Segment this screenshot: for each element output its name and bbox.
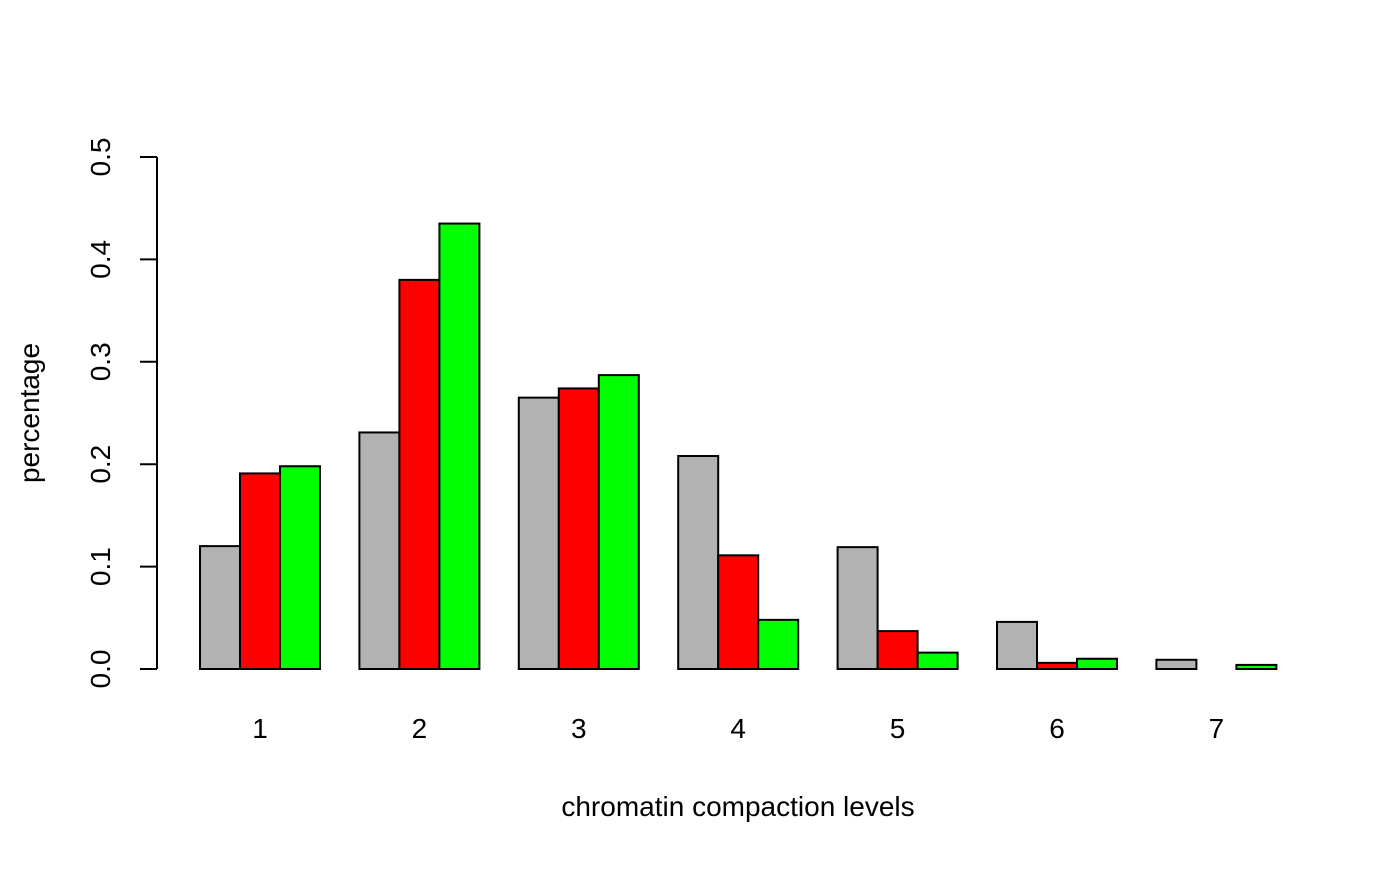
y-tick-label: 0.1 <box>85 547 116 586</box>
x-category-label: 7 <box>1209 713 1225 744</box>
y-axis: 0.0 0.1 0.2 0.3 0.4 0.5 <box>85 138 158 689</box>
x-category-label: 6 <box>1049 713 1065 744</box>
bar-6-3 <box>1076 657 1118 671</box>
bar-3-3 <box>597 374 640 670</box>
y-tick-label: 0.4 <box>85 240 116 279</box>
bar-4-2 <box>717 554 760 670</box>
bar-3-2 <box>557 387 600 670</box>
x-category-label: 2 <box>412 713 428 744</box>
x-category-label: 5 <box>890 713 906 744</box>
bar-4-1 <box>677 455 720 670</box>
bar-2-1 <box>358 431 401 670</box>
x-category-label: 3 <box>571 713 587 744</box>
x-axis: 1 2 3 4 5 6 7 <box>252 713 1224 744</box>
bar-7-3 <box>1235 663 1278 670</box>
x-category-label: 4 <box>730 713 746 744</box>
bar-2-3 <box>438 222 481 670</box>
bar-5-2 <box>876 630 919 670</box>
bar-5-3 <box>916 651 959 671</box>
y-axis-title: percentage <box>14 343 45 483</box>
bar-6-2 <box>1036 661 1078 671</box>
bar-1-3 <box>279 465 321 670</box>
bar-6-1 <box>996 620 1038 670</box>
bars-layer <box>199 222 1278 671</box>
y-tick-label: 0.5 <box>85 138 116 177</box>
bar-7-1 <box>1155 658 1198 670</box>
x-category-label: 1 <box>252 713 268 744</box>
x-axis-title: chromatin compaction levels <box>561 791 914 822</box>
bar-2-2 <box>398 278 441 670</box>
y-tick-label: 0.3 <box>85 342 116 381</box>
bar-5-1 <box>836 546 879 670</box>
bar-1-2 <box>239 472 281 670</box>
bar-4-3 <box>757 618 800 671</box>
bar-3-1 <box>517 396 560 670</box>
y-tick-label: 0.0 <box>85 650 116 689</box>
y-tick-label: 0.2 <box>85 445 116 484</box>
bar-1-1 <box>199 545 241 670</box>
